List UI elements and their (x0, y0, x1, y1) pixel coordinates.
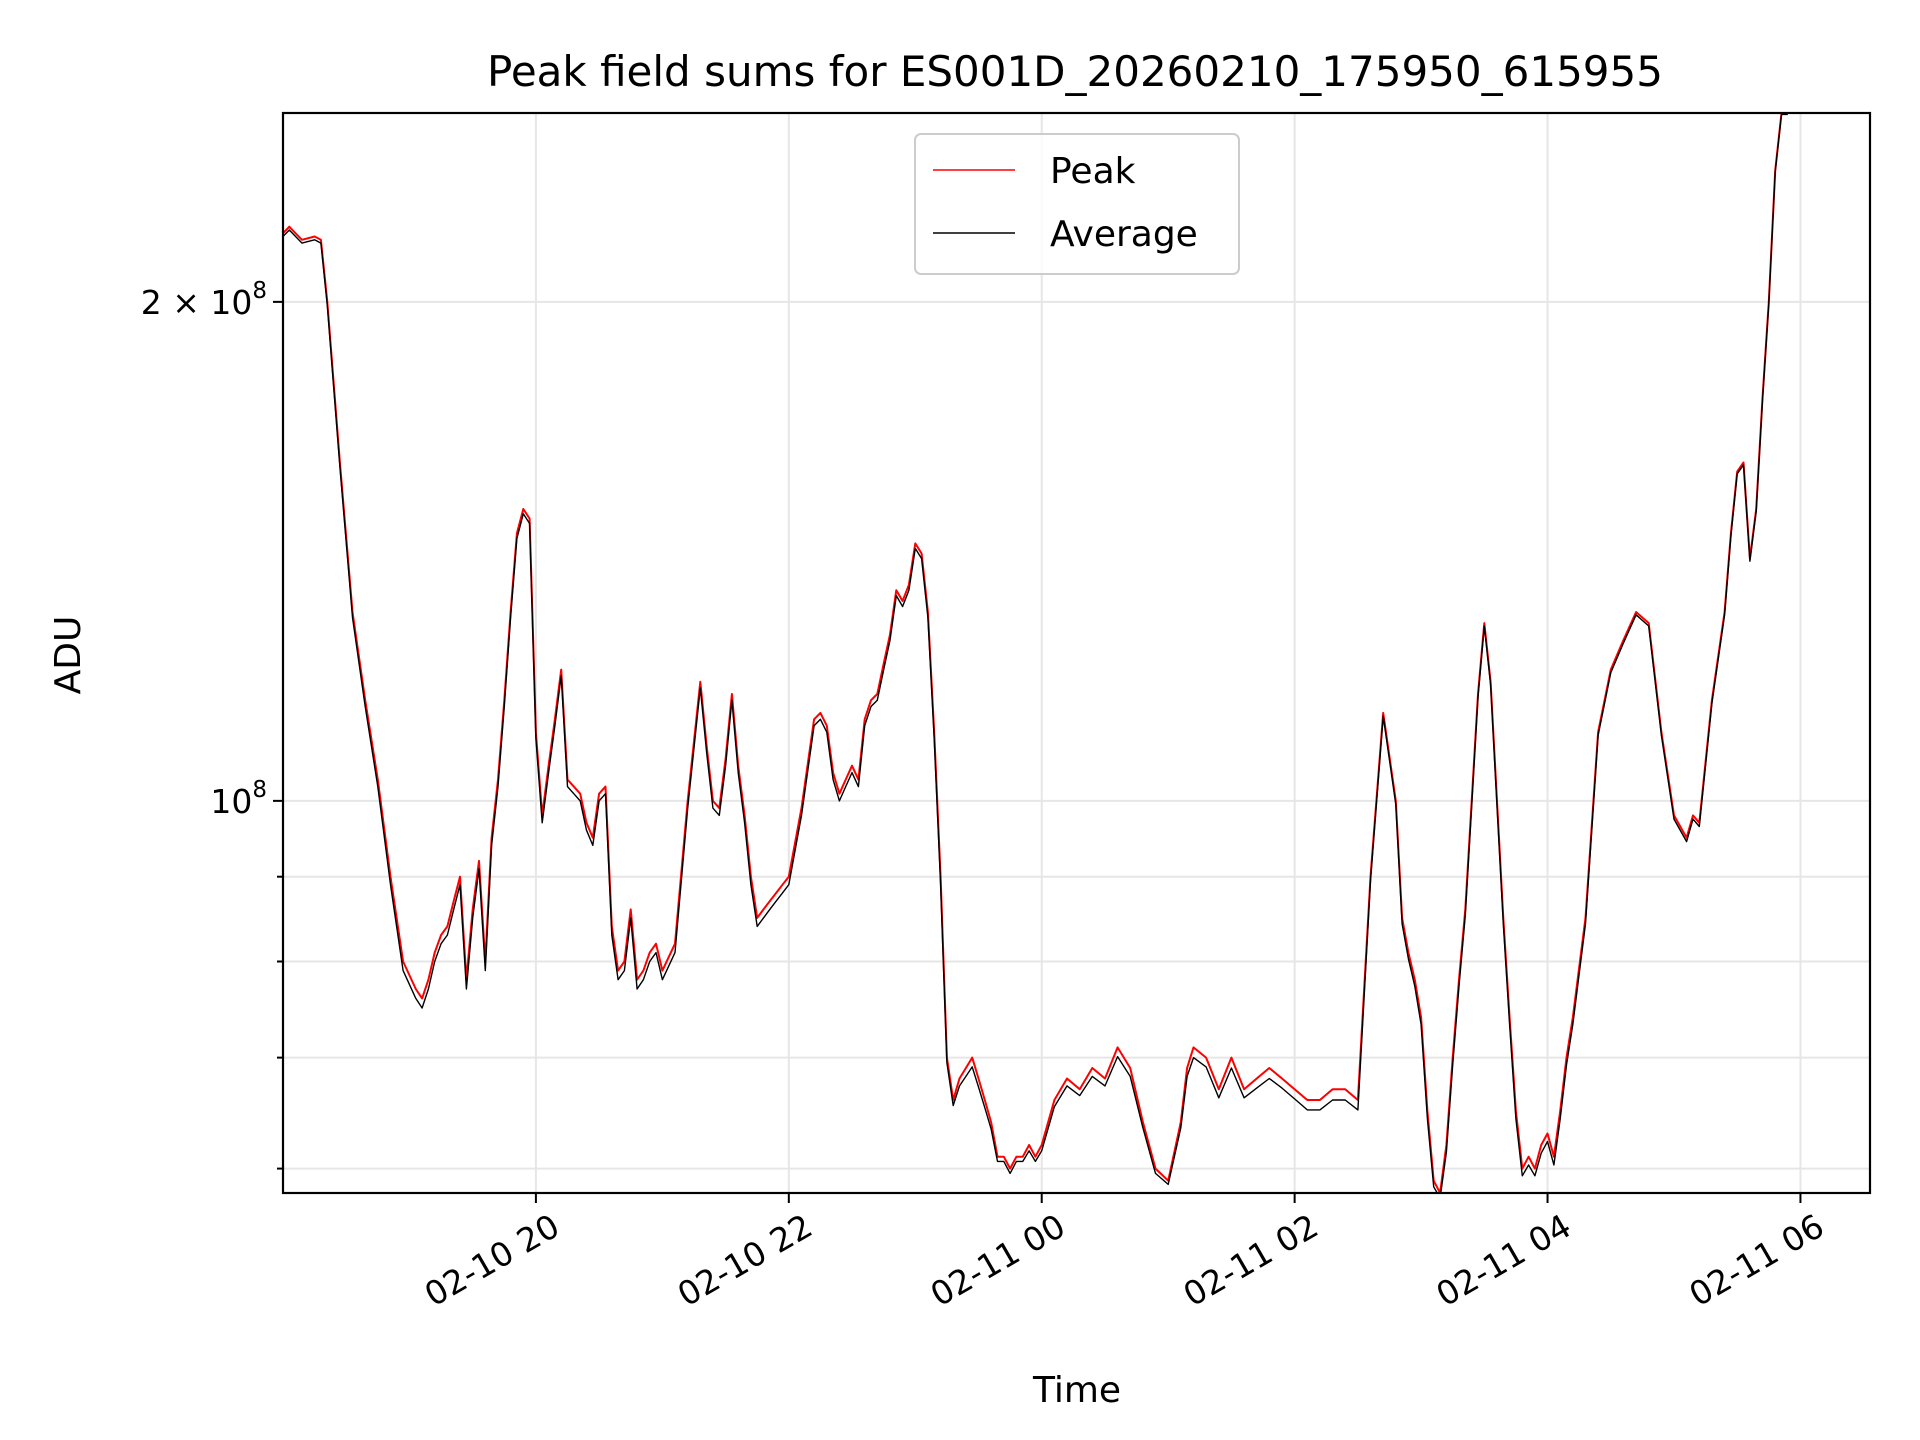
data-lines (283, 113, 1788, 1193)
y-tick-label: 108 (210, 777, 267, 821)
y-tick-label-base: 2 × 10 (141, 283, 253, 322)
y-tick-label-exponent: 8 (252, 278, 267, 304)
legend: Peak Average (914, 133, 1240, 275)
x-axis-label: Time (1032, 1370, 1121, 1411)
legend-label-average: Average (1050, 214, 1198, 255)
y-axis-label: ADU (48, 616, 89, 695)
y-tick-label: 2 × 108 (141, 278, 267, 322)
series-line-average (283, 113, 1788, 1193)
legend-label-peak: Peak (1050, 151, 1136, 192)
legend-box (914, 133, 1240, 275)
chart-title: Peak field sums for ES001D_20260210_1759… (487, 47, 1663, 96)
y-tick-label-base: 10 (210, 782, 252, 821)
grid-lines (283, 113, 1870, 1193)
plot-frame (281, 111, 1872, 1195)
y-tick-label-exponent: 8 (252, 777, 267, 803)
